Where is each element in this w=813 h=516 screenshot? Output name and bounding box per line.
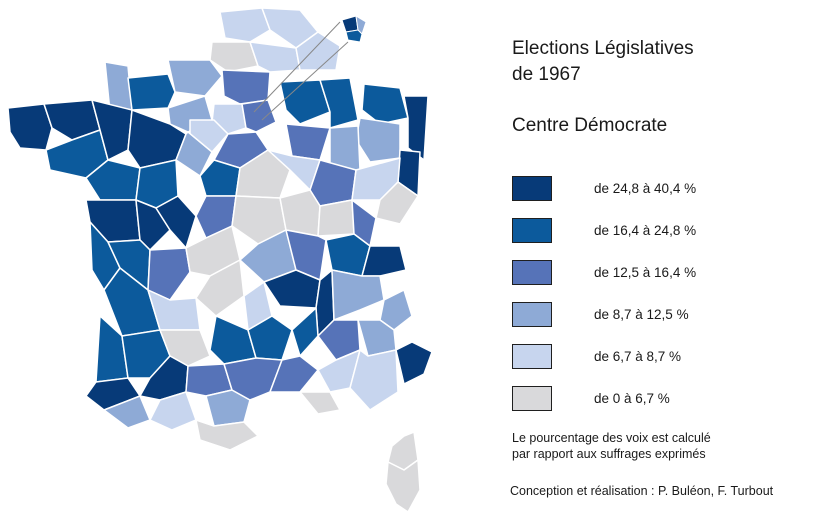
department xyxy=(279,189,321,237)
department xyxy=(91,99,133,161)
department xyxy=(175,131,213,177)
department xyxy=(299,391,341,415)
credit: Conception et réalisation : P. Buléon, F… xyxy=(510,484,774,498)
department xyxy=(195,419,259,451)
department xyxy=(341,15,359,33)
department xyxy=(355,117,401,163)
department xyxy=(235,149,291,199)
department xyxy=(319,77,359,129)
legend-label: de 16,4 à 24,8 % xyxy=(594,223,697,238)
department xyxy=(7,103,53,151)
legend-swatch xyxy=(512,260,552,285)
department xyxy=(209,41,259,73)
department xyxy=(285,229,327,281)
department xyxy=(219,7,271,43)
map-title: Elections Législatives de 1967 xyxy=(512,36,694,88)
title-line-1: Elections Législatives xyxy=(512,38,694,59)
department xyxy=(295,31,341,71)
department xyxy=(291,307,319,357)
department xyxy=(331,269,385,321)
department xyxy=(269,355,319,393)
department xyxy=(357,319,397,357)
legend-label: de 6,7 à 8,7 % xyxy=(594,349,682,364)
department xyxy=(349,349,399,411)
note-line-1: Le pourcentage des voix est calculé xyxy=(512,431,711,445)
legend-swatch xyxy=(512,302,552,327)
department xyxy=(247,315,293,361)
methodology-note: Le pourcentage des voix est calculé par … xyxy=(512,430,802,462)
department xyxy=(221,69,271,105)
department xyxy=(149,391,197,431)
department xyxy=(385,459,421,513)
department xyxy=(317,319,361,361)
legend-label: de 0 à 6,7 % xyxy=(594,391,670,406)
department xyxy=(205,389,251,427)
legend-label: de 24,8 à 40,4 % xyxy=(594,181,697,196)
department xyxy=(395,341,433,385)
legend-swatch xyxy=(512,344,552,369)
legend-label: de 12,5 à 16,4 % xyxy=(594,265,697,280)
department xyxy=(147,289,201,331)
department xyxy=(279,79,331,125)
department xyxy=(379,289,413,331)
department xyxy=(147,247,191,301)
department xyxy=(285,123,331,161)
department xyxy=(155,195,197,249)
party-name: Centre Démocrate xyxy=(512,115,668,136)
department xyxy=(241,99,277,133)
department xyxy=(361,83,409,125)
department xyxy=(135,199,171,251)
france-map xyxy=(7,7,433,513)
department xyxy=(375,181,419,225)
legend-label: de 8,7 à 12,5 % xyxy=(594,307,689,322)
inset-pointer-line xyxy=(253,21,341,113)
department xyxy=(345,29,363,43)
inset-pointer-line xyxy=(261,41,349,121)
title-line-2: de 1967 xyxy=(512,64,581,85)
legend-swatch xyxy=(512,386,552,411)
department xyxy=(361,245,407,277)
note-line-2: par rapport aux suffrages exprimés xyxy=(512,447,706,461)
legend-swatch xyxy=(512,176,552,201)
legend-swatch xyxy=(512,218,552,243)
department xyxy=(249,41,301,73)
department xyxy=(195,259,245,317)
department xyxy=(167,59,223,97)
department xyxy=(127,73,176,111)
department xyxy=(317,199,355,237)
